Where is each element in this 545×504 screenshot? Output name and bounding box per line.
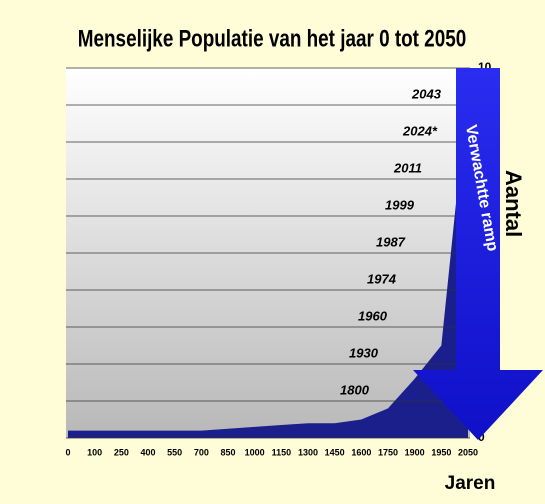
arrow <box>413 68 543 440</box>
x-tick-label: 100 <box>87 447 102 457</box>
y-axis-label: Aantal <box>501 170 526 237</box>
x-tick-label: 1450 <box>325 447 345 457</box>
milestone-label: 1987 <box>376 234 406 249</box>
x-tick-label: 1600 <box>351 447 371 457</box>
x-tick-label: 1000 <box>245 447 265 457</box>
x-tick-label: 700 <box>194 447 209 457</box>
x-tick-label: 1900 <box>405 447 425 457</box>
x-axis-label: Jaren <box>445 473 496 494</box>
milestone-label: 2043 <box>411 86 442 101</box>
x-tick-label: 1950 <box>431 447 451 457</box>
x-tick-label: 0 <box>65 447 70 457</box>
milestone-label: 1800 <box>340 382 370 397</box>
x-tick-label: 250 <box>114 447 129 457</box>
milestone-label: 1974 <box>367 271 397 286</box>
x-tick-label: 1300 <box>298 447 318 457</box>
milestone-label: 2024* <box>402 123 438 138</box>
x-tick-label: 850 <box>220 447 235 457</box>
x-tick-label: 550 <box>167 447 182 457</box>
x-tick-label: 400 <box>140 447 155 457</box>
milestone-label: 1960 <box>358 308 388 323</box>
area <box>68 86 468 438</box>
chart-title: Menselijke Populatie van het jaar 0 tot … <box>78 24 466 52</box>
y-tick-label: 0 <box>478 430 485 444</box>
milestone-label: 2011 <box>393 160 422 175</box>
x-tick-label: 1750 <box>378 447 398 457</box>
milestone-label: 1999 <box>385 197 415 212</box>
milestone-label: 1930 <box>349 345 379 360</box>
x-tick-label: 1150 <box>272 447 292 457</box>
x-tick-label: 2050 <box>458 447 478 457</box>
